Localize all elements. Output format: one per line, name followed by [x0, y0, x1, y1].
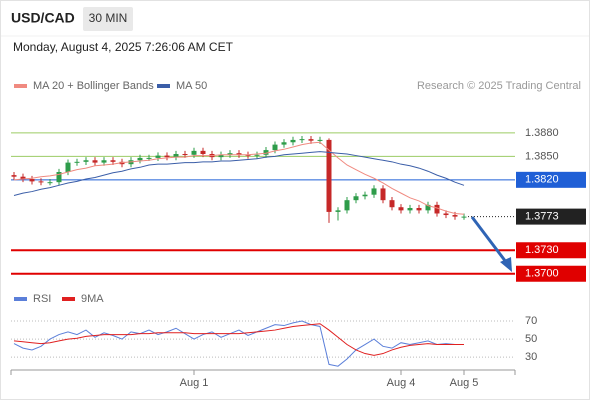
level-label: 1.3850 [525, 150, 559, 162]
legend-swatch [62, 297, 75, 301]
candle-body [92, 160, 98, 163]
candle-body [29, 179, 35, 182]
candle-body [254, 154, 260, 156]
y-tick-label: 30 [525, 351, 537, 363]
candle-body [191, 150, 197, 155]
candle-body [407, 208, 413, 211]
interval: 30 MIN [89, 11, 128, 25]
candle-body [38, 181, 44, 183]
candle-body [299, 139, 305, 141]
timestamp: Monday, August 4, 2025 7:26:06 AM CET [13, 40, 234, 54]
candle-body [452, 215, 458, 217]
forecast-arrowhead [500, 257, 512, 272]
candle-body [101, 160, 107, 163]
candle-body [227, 153, 233, 155]
candle-body [434, 204, 440, 214]
candle-body [65, 162, 71, 172]
x-tick-label: Aug 5 [450, 377, 479, 389]
interval-badge [83, 7, 133, 31]
series-line [13, 141, 465, 215]
plot: 1.3880 1.3850 1.3820 1.3773 1.3730 1.3700 MA 2… [10, 80, 586, 389]
series-line [13, 151, 465, 196]
candle-body [461, 216, 467, 218]
candle-body [110, 160, 116, 162]
candle-body [389, 200, 395, 208]
level-box [516, 171, 586, 188]
level-label: 1.3773 [525, 211, 559, 223]
candle-body [308, 139, 314, 141]
y-tick-label: 70 [525, 315, 537, 327]
legend-swatch [157, 84, 170, 88]
candle-body [173, 154, 179, 158]
candle-body [200, 150, 206, 154]
candle-body [56, 172, 62, 183]
candle-body [83, 160, 89, 162]
legend-label: 9MA [81, 293, 104, 305]
candle-body [335, 210, 341, 212]
candle-body [272, 144, 278, 151]
candle-body [317, 139, 323, 141]
x-tick-label: Aug 4 [387, 377, 416, 389]
legend-swatch [14, 84, 27, 88]
symbol: USD/CAD [11, 10, 75, 26]
series-line [13, 323, 464, 356]
candle-body [380, 188, 386, 201]
candle-body [344, 200, 350, 211]
level-label: 1.3730 [525, 244, 559, 256]
level-label: 1.3880 [525, 127, 559, 139]
candle-body [263, 150, 269, 155]
level-box [516, 265, 586, 282]
legend-label: RSI [33, 293, 51, 305]
candle-body [11, 175, 17, 177]
candle-body [326, 139, 332, 212]
candle-body [218, 154, 224, 158]
candle-body [371, 188, 377, 195]
x-tick-label: Aug 1 [180, 377, 209, 389]
candle-body [164, 155, 170, 158]
candle-body [20, 176, 26, 180]
forecast-arrow [470, 216, 508, 263]
candle-body [137, 157, 143, 161]
candle-body [146, 157, 152, 159]
legend-label: MA 20 + Bollinger Bands [33, 80, 154, 92]
candle-body [155, 155, 161, 158]
candle-body [74, 161, 80, 163]
candle-body [182, 154, 188, 155]
level-box [516, 242, 586, 259]
candle-body [353, 196, 359, 201]
candle-body [281, 142, 287, 145]
legend-label: MA 50 [176, 80, 207, 92]
legend-swatch [14, 297, 27, 301]
level-label: 1.3700 [525, 268, 559, 280]
candle-body [416, 208, 422, 211]
candle-body [290, 139, 296, 143]
candle-body [443, 213, 449, 216]
credit: Research © 2025 Trading Central [417, 80, 581, 92]
candle-body [425, 204, 431, 211]
candle-body [47, 182, 53, 184]
level-label: 1.3820 [525, 174, 559, 186]
y-tick-label: 50 [525, 333, 537, 345]
series-line [13, 320, 464, 367]
candle-body [236, 153, 242, 155]
candle-body [398, 207, 404, 211]
level-box [516, 208, 586, 225]
candle-body [362, 194, 368, 197]
